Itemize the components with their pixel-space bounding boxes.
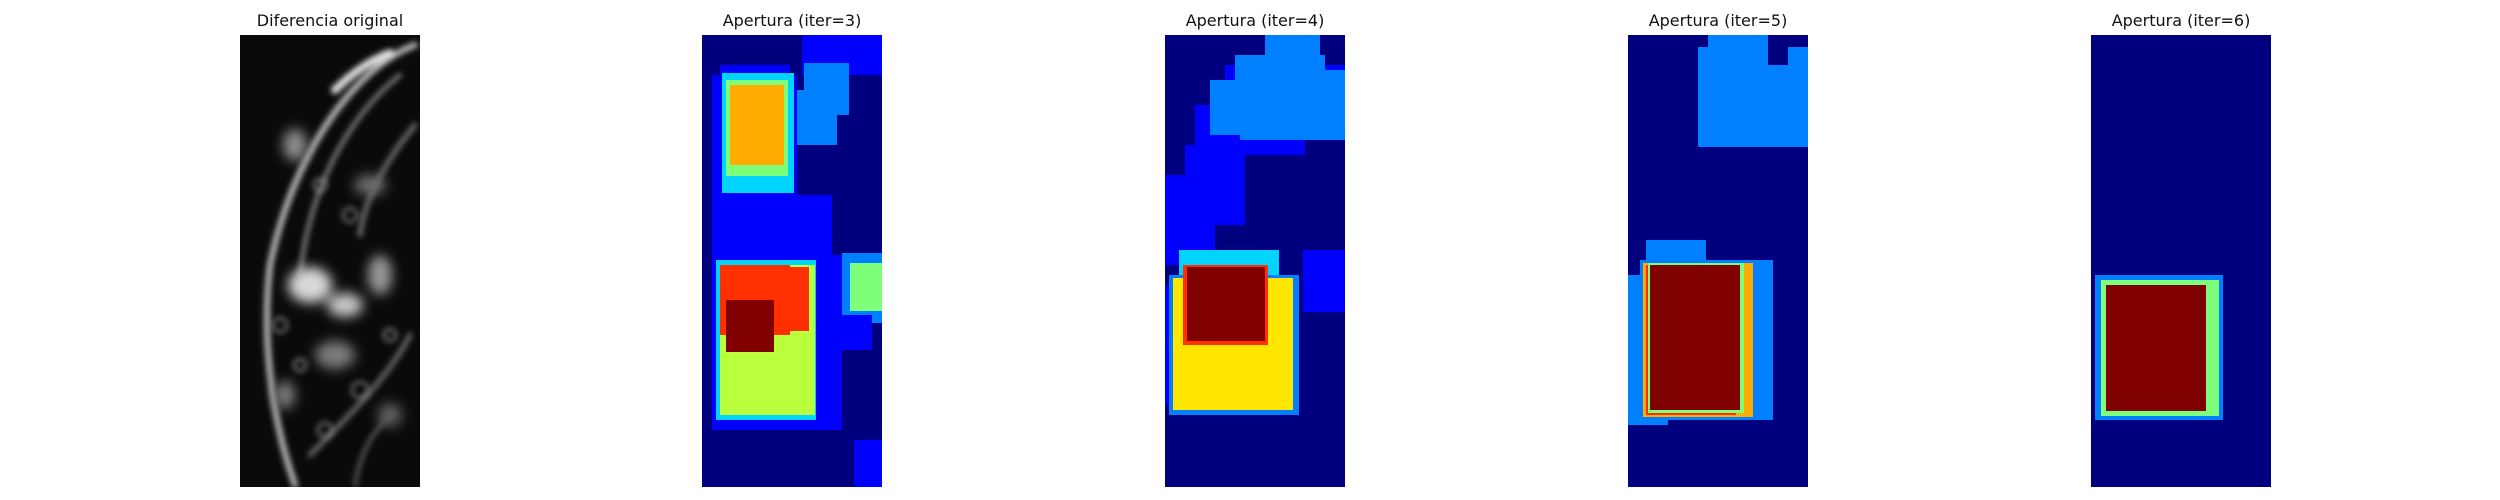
panel-title-iter-6: Apertura (iter=6) bbox=[2111, 11, 2251, 30]
panel-title-original: Diferencia original bbox=[256, 11, 404, 30]
opening-iter-3-image bbox=[702, 35, 882, 487]
opening-iter-6-image bbox=[2091, 35, 2271, 487]
panel-title-iter-5: Apertura (iter=5) bbox=[1648, 11, 1788, 30]
opening-iter-5-image bbox=[1628, 35, 1808, 487]
panel-title-iter-4: Apertura (iter=4) bbox=[1185, 11, 1325, 30]
opening-iter-4-image bbox=[1165, 35, 1345, 487]
panel-title-iter-3: Apertura (iter=3) bbox=[722, 11, 862, 30]
original-difference-image bbox=[240, 35, 420, 487]
